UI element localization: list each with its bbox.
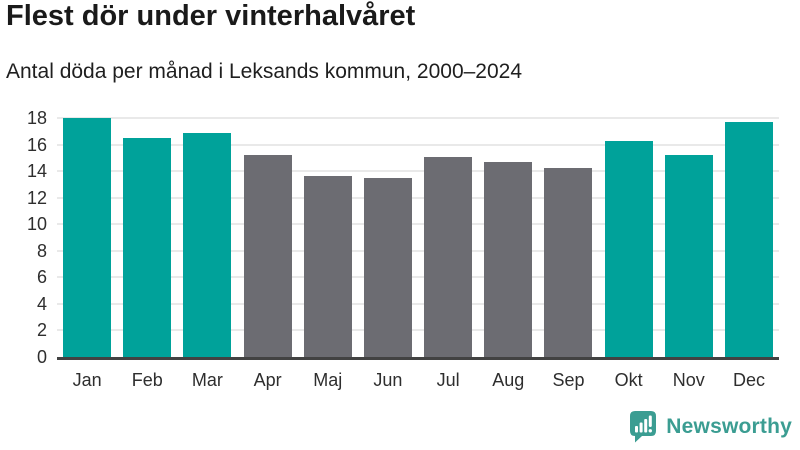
- bar-chart-speech-bubble-icon: [629, 410, 657, 444]
- x-tick-label: Feb: [131, 370, 163, 390]
- bar-maj: [303, 176, 352, 357]
- bar-column: Dec: [719, 118, 779, 390]
- bar-feb: [123, 137, 172, 357]
- bar-column: Feb: [117, 118, 177, 390]
- x-tick-label: Aug: [492, 370, 525, 390]
- y-tick-label: 16: [26, 134, 47, 155]
- y-tick-label: 12: [26, 187, 47, 208]
- gridline: [57, 117, 779, 119]
- y-tick-label: 4: [36, 293, 47, 314]
- bar-column: Jun: [358, 118, 418, 390]
- bar-column: Aug: [478, 118, 538, 390]
- bar-aug: [484, 161, 533, 357]
- bar-dec: [724, 121, 773, 357]
- x-tick-label: Jan: [72, 370, 102, 390]
- gridline: [57, 249, 779, 252]
- gridline: [57, 329, 779, 332]
- bar-jun: [363, 177, 412, 357]
- bar-jul: [424, 156, 473, 357]
- bar-apr: [243, 155, 292, 357]
- x-axis-line: [57, 357, 779, 360]
- gridline: [57, 223, 779, 226]
- bar-column: Jul: [418, 118, 478, 390]
- y-tick-label: 8: [36, 240, 47, 261]
- x-tick-label: Okt: [614, 370, 643, 390]
- y-tick-label: 6: [36, 267, 47, 288]
- chart-subtitle: Antal döda per månad i Leksands kommun, …: [6, 60, 523, 83]
- x-tick-label: Apr: [253, 370, 282, 390]
- bar-sep: [544, 168, 593, 357]
- x-tick-label: Jul: [436, 370, 460, 390]
- y-tick-label: 10: [26, 214, 47, 235]
- bar-okt: [604, 140, 653, 357]
- gridline: [57, 170, 779, 173]
- gridline: [57, 196, 779, 199]
- y-tick-label: 18: [26, 108, 47, 128]
- x-tick-label: Nov: [672, 370, 705, 390]
- bar-column: Nov: [659, 118, 719, 390]
- y-tick-label: 2: [36, 320, 47, 341]
- x-tick-label: Mar: [191, 370, 223, 390]
- bar-chart: 0 2 4 6 8 10 12 14 16 18 Jan Feb Mar Apr Maj Jun Jul Aug S…: [27, 109, 779, 390]
- x-tick-label: Sep: [552, 370, 585, 390]
- bar-column: Apr: [238, 118, 298, 390]
- bar-column: Jan: [57, 118, 117, 390]
- bar-column: Okt: [599, 118, 659, 390]
- gridline: [57, 302, 779, 305]
- gridline: [57, 143, 779, 146]
- bar-column: Maj: [298, 118, 358, 390]
- bar-jan: [63, 118, 112, 357]
- bar-nov: [664, 155, 713, 357]
- y-tick-label: 14: [26, 161, 47, 182]
- bars-row: Jan Feb Mar Apr Maj Jun Jul Aug Sep Okt Nov Dec: [57, 118, 779, 390]
- brand-footer: Newsworthy: [629, 410, 792, 444]
- x-tick-label: Dec: [732, 370, 765, 390]
- y-tick-label: 0: [36, 347, 47, 367]
- bar-column: Sep: [538, 118, 598, 390]
- brand-name: Newsworthy: [666, 415, 792, 438]
- gridline: [57, 276, 779, 279]
- chart-title: Flest dör under vinterhalvåret: [6, 0, 416, 32]
- bar-column: Mar: [177, 118, 237, 390]
- x-tick-label: Jun: [373, 370, 403, 390]
- x-tick-label: Maj: [313, 370, 343, 390]
- bar-mar: [183, 132, 232, 357]
